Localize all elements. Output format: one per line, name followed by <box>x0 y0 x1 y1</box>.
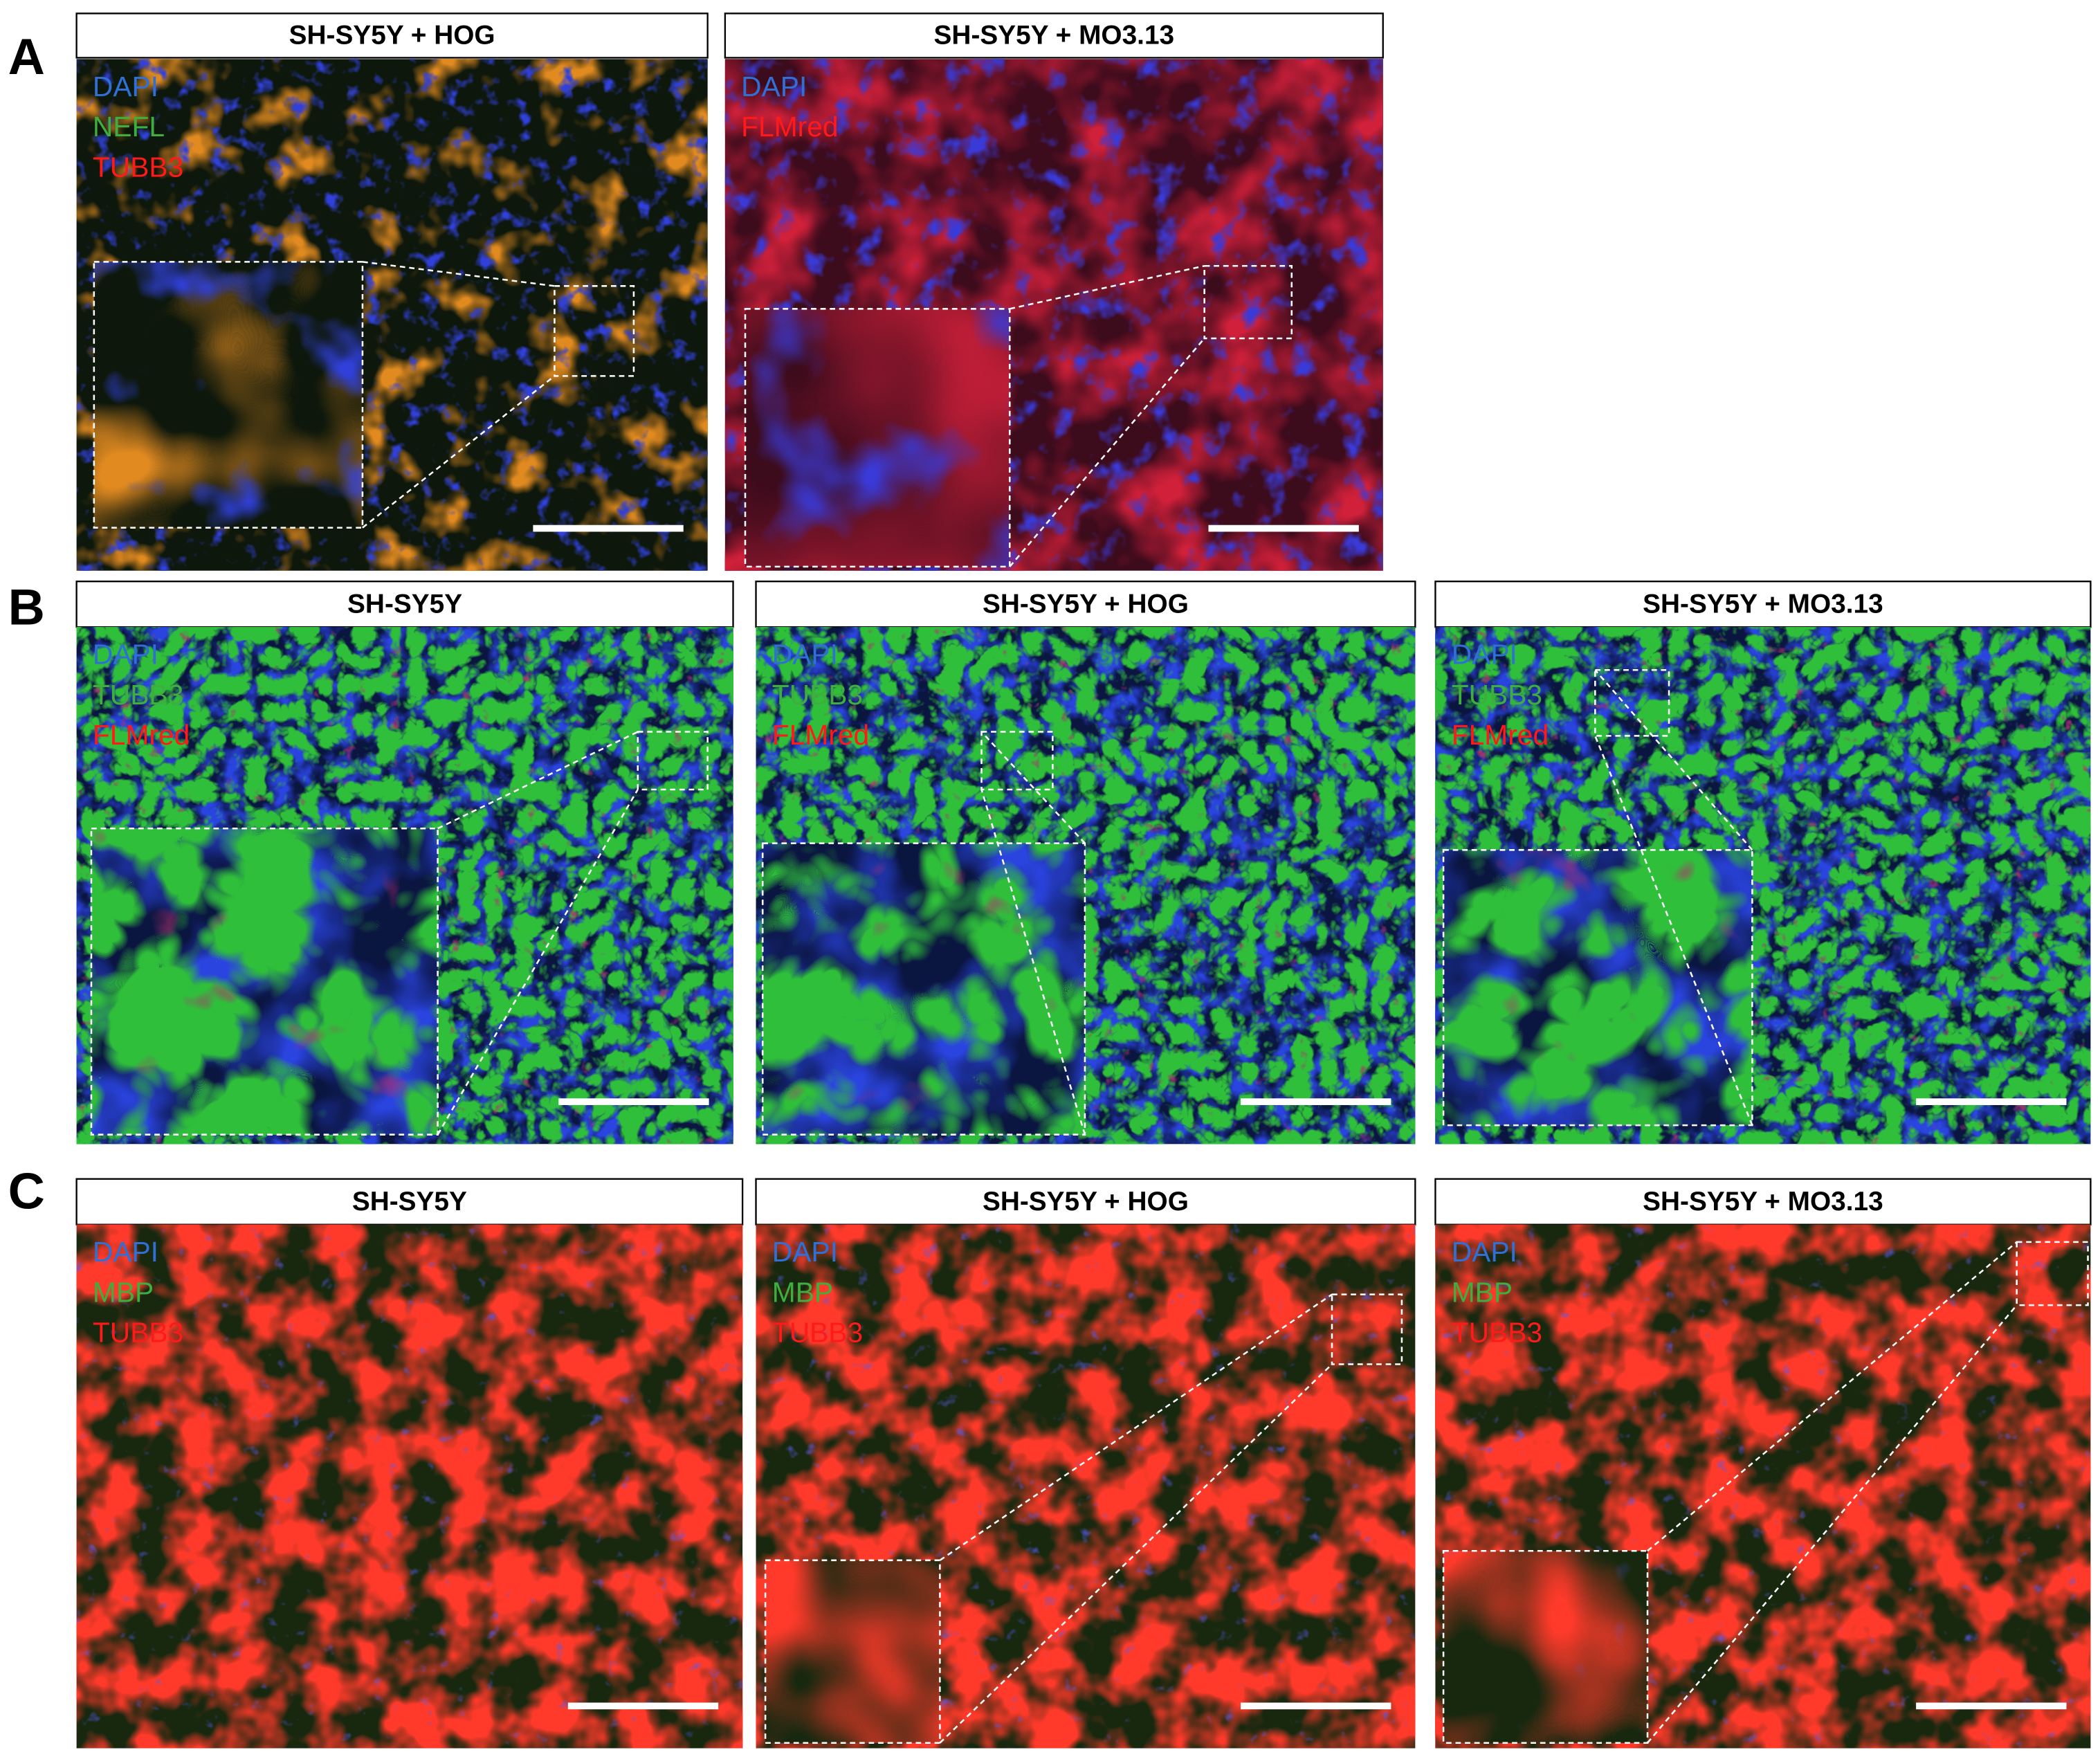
scale-bar <box>1241 1098 1391 1105</box>
image-title: SH-SY5Y + MO3.13 <box>934 21 1175 51</box>
scale-bar <box>1916 1098 2067 1105</box>
channel-label: TUBB3 <box>93 1317 183 1349</box>
zoom-line <box>980 789 1086 1136</box>
channel-label: TUBB3 <box>772 1317 863 1349</box>
inset-zoom-texture <box>1443 1551 1648 1743</box>
channel-label: NEFL <box>93 111 165 143</box>
zoom-line <box>1010 264 1205 310</box>
image-title: SH-SY5Y + HOG <box>289 21 495 51</box>
micrograph-texture <box>76 1224 743 1749</box>
zoom-line <box>939 1293 1333 1561</box>
scale-bar <box>533 525 684 532</box>
scale-bar <box>567 1702 719 1710</box>
channel-label: TUBB3 <box>93 151 183 183</box>
title-box <box>755 1178 1416 1225</box>
inset-zoom-texture <box>91 828 438 1135</box>
inset-frame <box>90 828 439 1136</box>
source-frame <box>554 285 635 377</box>
zoom-line <box>362 261 555 287</box>
source-frame <box>980 731 1054 791</box>
title-box <box>1434 1178 2092 1225</box>
image-title: SH-SY5Y + MO3.13 <box>1643 1187 1883 1216</box>
source-frame <box>1594 669 1670 737</box>
title-box <box>755 581 1416 628</box>
source-frame <box>1331 1293 1403 1365</box>
image-title: SH-SY5Y + MO3.13 <box>1643 589 1883 619</box>
image-title: SH-SY5Y <box>347 589 462 619</box>
panel-label: B <box>8 578 45 635</box>
channel-label: MBP <box>772 1276 833 1308</box>
channel-label: FLMred <box>772 719 869 751</box>
image-title: SH-SY5Y + HOG <box>983 589 1189 619</box>
scale-bar <box>1208 525 1359 532</box>
zoom-line <box>1594 735 1753 1126</box>
channel-label: FLMred <box>93 719 190 751</box>
scale-bar <box>1241 1702 1391 1710</box>
title-box <box>75 1178 744 1225</box>
image-title: SH-SY5Y <box>352 1187 467 1216</box>
channel-label: DAPI <box>1452 1236 1517 1268</box>
source-frame <box>2016 1241 2089 1306</box>
channel-label: DAPI <box>93 71 158 102</box>
inset-frame <box>764 1559 941 1744</box>
channel-label: TUBB3 <box>772 679 863 711</box>
title-box <box>75 12 709 59</box>
inset-zoom-texture <box>93 262 363 528</box>
scale-bar <box>1916 1702 2067 1710</box>
channel-label: DAPI <box>772 1236 838 1268</box>
channel-label: DAPI <box>93 1236 158 1268</box>
channel-label: DAPI <box>1452 639 1517 671</box>
inset-zoom-texture <box>1443 850 1753 1126</box>
channel-label: DAPI <box>741 71 807 102</box>
zoom-line <box>1009 338 1205 567</box>
zoom-line <box>939 1363 1333 1744</box>
channel-label: TUBB3 <box>1452 1317 1542 1349</box>
inset-frame <box>1442 1549 1649 1744</box>
inset-zoom-texture <box>745 309 1010 567</box>
channel-label: MBP <box>1452 1276 1513 1308</box>
zoom-line <box>362 375 556 529</box>
image-title: SH-SY5Y + HOG <box>983 1187 1189 1216</box>
title-box <box>75 581 734 628</box>
inset-zoom-texture <box>763 843 1085 1135</box>
source-frame <box>637 731 709 791</box>
panel-label: A <box>8 28 45 85</box>
zoom-line <box>1647 1304 2018 1744</box>
inset-frame <box>93 261 364 529</box>
zoom-line <box>980 731 1086 844</box>
zoom-line <box>1647 1241 2018 1552</box>
inset-frame <box>744 308 1011 568</box>
channel-label: TUBB3 <box>1452 679 1542 711</box>
inset-frame <box>1442 849 1753 1127</box>
title-box <box>724 12 1384 59</box>
inset-zoom-texture <box>765 1560 940 1743</box>
zoom-line <box>437 789 639 1136</box>
channel-label: MBP <box>93 1276 154 1308</box>
scale-bar <box>558 1098 709 1105</box>
channel-label: TUBB3 <box>93 679 183 711</box>
panel-label: C <box>8 1162 45 1219</box>
title-box <box>1434 581 2092 628</box>
channel-label: DAPI <box>93 639 158 671</box>
inset-frame <box>761 842 1086 1136</box>
source-frame <box>1203 264 1293 340</box>
channel-label: DAPI <box>772 639 838 671</box>
channel-label: FLMred <box>1452 719 1549 751</box>
zoom-line <box>1594 669 1753 851</box>
channel-label: FLMred <box>741 111 838 143</box>
